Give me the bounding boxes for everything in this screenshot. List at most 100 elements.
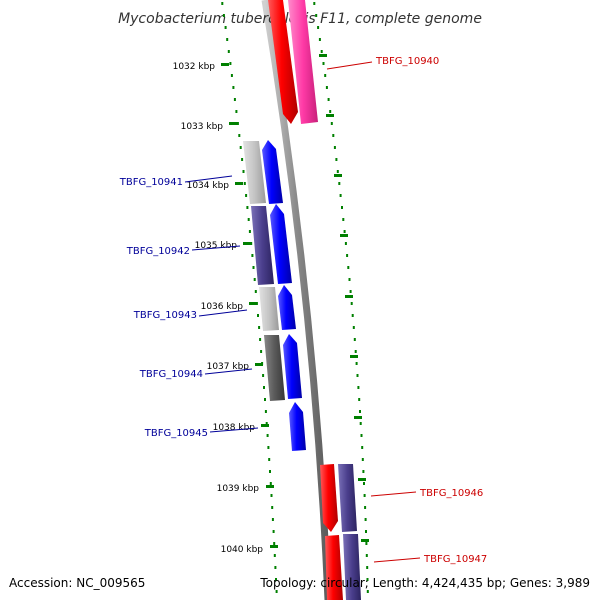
- tick-mark: [358, 478, 366, 481]
- gene-label[interactable]: TBFG_10944: [139, 369, 203, 380]
- gene-category-bar[interactable]: [264, 335, 285, 401]
- gene-feature[interactable]: TBFG_10945: [144, 402, 306, 451]
- scale-dot: [322, 62, 325, 65]
- scale-dot: [224, 26, 227, 29]
- scale-dot: [343, 230, 346, 233]
- scale-dot: [361, 446, 364, 449]
- gene-feature[interactable]: TBFG_10943: [133, 285, 296, 331]
- gene-category-bar[interactable]: [338, 464, 357, 532]
- gene-label[interactable]: TBFG_10943: [133, 310, 197, 321]
- scale-dot: [226, 38, 229, 41]
- gene-arrow-reverse[interactable]: [262, 140, 283, 204]
- tick-mark: [229, 122, 237, 125]
- scale-dot: [324, 74, 327, 77]
- scale-dot: [268, 458, 271, 461]
- gene-label-line: [191, 245, 241, 251]
- gene-arrow-reverse[interactable]: [270, 204, 292, 284]
- scale-dot: [355, 362, 358, 365]
- scale-dot: [227, 50, 230, 53]
- gene-label[interactable]: TBFG_10941: [119, 177, 183, 188]
- gene-label-line: [184, 175, 233, 183]
- scale-tick-1040: 1040 kbp: [221, 545, 278, 555]
- tick-mark: [249, 302, 257, 305]
- scale-dot: [336, 170, 339, 173]
- scale-dot: [254, 290, 257, 293]
- gene-arrow-forward[interactable]: [320, 464, 338, 532]
- gene-feature[interactable]: TBFG_10947: [325, 534, 487, 600]
- tick-mark: [255, 363, 263, 366]
- gene-feature[interactable]: TBFG_10942: [126, 204, 292, 285]
- gene-arrow-reverse[interactable]: [289, 402, 306, 451]
- gene-arrow-forward[interactable]: [325, 535, 343, 600]
- gene-label[interactable]: TBFG_10942: [126, 246, 190, 257]
- tick-mark: [235, 182, 243, 185]
- tick-mark: [326, 114, 334, 117]
- gene-label[interactable]: TBFG_10945: [144, 428, 208, 439]
- scale-tick-1033: 1033 kbp: [181, 122, 237, 132]
- scale-dot: [230, 74, 233, 77]
- scale-dot: [236, 122, 239, 125]
- scale-dot: [243, 182, 246, 185]
- gene-category-bar[interactable]: [259, 287, 279, 331]
- gene-feature[interactable]: TBFG_10940: [268, 0, 439, 124]
- scale-dot: [349, 290, 352, 293]
- gene-label[interactable]: TBFG_10947: [423, 554, 487, 565]
- scale-dot: [365, 542, 368, 545]
- gene-feature[interactable]: TBFG_10946: [320, 464, 483, 532]
- gene-label-line: [326, 61, 373, 70]
- scale-dot: [363, 494, 366, 497]
- scale-ticks: 1032 kbp 1033 kbp 1034 kbp 1035 kbp 1036…: [173, 62, 278, 555]
- accession-text: Accession: NC_009565: [9, 576, 146, 590]
- scale-dot: [258, 326, 261, 329]
- scale-dot: [232, 86, 235, 89]
- scale-dot: [359, 422, 362, 425]
- scale-dot: [241, 158, 244, 161]
- scale-dot: [246, 206, 249, 209]
- scale-dot: [325, 86, 328, 89]
- scale-dot: [229, 62, 232, 65]
- tick-label: 1032 kbp: [173, 62, 216, 72]
- scale-dot: [242, 170, 245, 173]
- scale-dot: [251, 254, 254, 257]
- tick-label: 1035 kbp: [195, 241, 238, 251]
- scale-dot: [351, 314, 354, 317]
- gene-label-line: [198, 309, 248, 317]
- scale-dot: [365, 554, 368, 557]
- gene-arrow-reverse[interactable]: [283, 334, 302, 399]
- scale-dot: [247, 218, 250, 221]
- scale-tick-1039: 1039 kbp: [217, 484, 274, 494]
- scale-dot: [253, 278, 256, 281]
- gene-arrow-reverse[interactable]: [278, 285, 296, 330]
- scale-tick-1034: 1034 kbp: [187, 181, 243, 191]
- scale-dot: [362, 470, 365, 473]
- scale-dot: [222, 14, 225, 17]
- tick-mark: [243, 242, 251, 245]
- scale-dot: [248, 230, 251, 233]
- scale-dot: [320, 50, 323, 53]
- scale-dot: [348, 278, 351, 281]
- gene-label[interactable]: TBFG_10940: [375, 56, 439, 67]
- scale-dot: [357, 386, 360, 389]
- scale-dots-outer: [313, 2, 369, 593]
- gene-label[interactable]: TBFG_10946: [419, 488, 483, 499]
- tick-mark: [345, 295, 353, 298]
- gene-category-bar[interactable]: [243, 141, 266, 204]
- scale-dot: [346, 254, 349, 257]
- gene-label-line: [373, 557, 421, 563]
- scale-dot: [364, 518, 367, 521]
- scale-dot: [265, 422, 268, 425]
- scale-dot: [347, 266, 350, 269]
- scale-dot: [315, 14, 318, 17]
- scale-dot: [252, 266, 255, 269]
- gene-feature[interactable]: TBFG_10941: [119, 140, 283, 204]
- scale-dot: [361, 458, 364, 461]
- outer-scale-ticks: [319, 54, 369, 542]
- gene-label-line: [209, 427, 259, 433]
- scale-dot: [356, 374, 359, 377]
- gene-feature[interactable]: TBFG_10944: [139, 334, 302, 401]
- gene-category-bar[interactable]: [251, 206, 274, 285]
- gene-category-bar[interactable]: [343, 534, 361, 600]
- scale-dot: [364, 506, 367, 509]
- gene-arrow-forward[interactable]: [268, 0, 298, 124]
- gene-category-bar[interactable]: [288, 0, 318, 124]
